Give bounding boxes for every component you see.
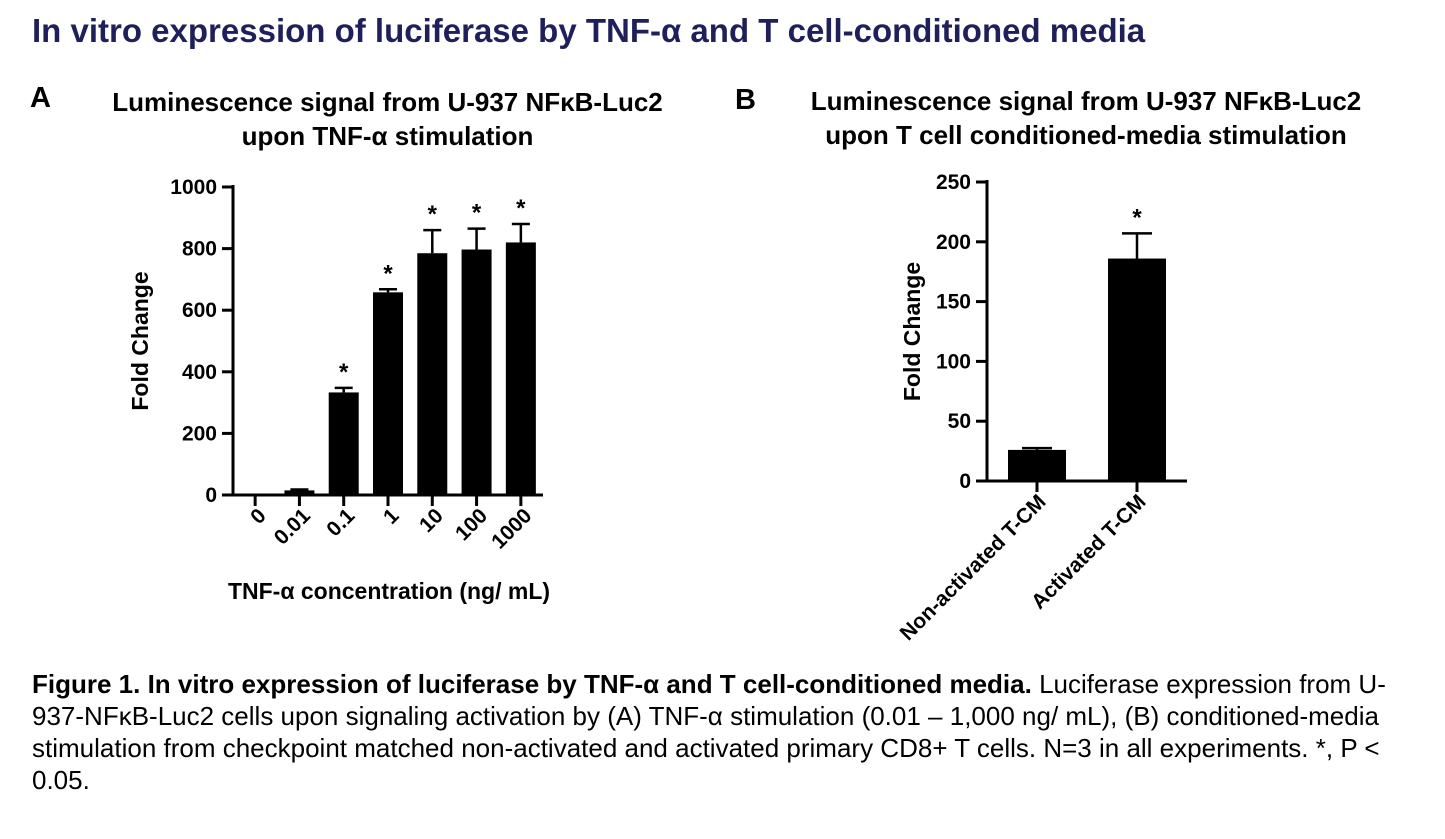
y-tick-label: 150 bbox=[936, 291, 971, 314]
y-tick-label: 250 bbox=[936, 171, 971, 194]
y-tick-label: 50 bbox=[948, 410, 971, 433]
caption-body: Luciferase expression from U-937-NFκB-Lu… bbox=[32, 669, 1386, 795]
panel-a-title-line1: Luminescence signal from U-937 NFκB-Luc2 bbox=[112, 87, 663, 117]
bar bbox=[461, 249, 492, 495]
bar bbox=[284, 490, 315, 495]
panel-a-title-line2: upon TNF-α stimulation bbox=[241, 121, 534, 151]
y-tick-label: 600 bbox=[182, 299, 217, 322]
figure-caption: Figure 1. In vitro expression of lucifer… bbox=[32, 668, 1422, 796]
panel-letter-b: B bbox=[735, 84, 756, 116]
y-tick-label: 200 bbox=[936, 231, 971, 254]
y-axis-label: Fold Change bbox=[127, 271, 153, 410]
bar bbox=[505, 242, 536, 495]
panel-a-title: Luminescence signal from U-937 NFκB-Luc2… bbox=[70, 85, 705, 153]
bar bbox=[328, 392, 359, 495]
significance-marker: * bbox=[472, 200, 482, 227]
y-tick-label: 0 bbox=[959, 470, 971, 493]
y-axis-label: Fold Change bbox=[899, 262, 925, 401]
x-axis-label: TNF-α concentration (ng/ mL) bbox=[228, 578, 550, 604]
x-tick-label: Non-activated T-CM bbox=[896, 490, 1051, 645]
panel-letter-a: A bbox=[30, 82, 51, 114]
significance-marker: * bbox=[383, 260, 393, 287]
bar bbox=[417, 253, 448, 495]
significance-marker: * bbox=[428, 201, 438, 228]
bar bbox=[373, 292, 403, 495]
page-title: In vitro expression of luciferase by TNF… bbox=[32, 12, 1146, 49]
significance-marker: * bbox=[1132, 204, 1142, 231]
bar bbox=[1108, 258, 1166, 481]
y-tick-label: 1000 bbox=[170, 176, 217, 199]
y-tick-label: 200 bbox=[182, 422, 217, 445]
panel-b-title-line1: Luminescence signal from U-937 NFκB-Luc2 bbox=[810, 86, 1362, 116]
y-tick-label: 100 bbox=[936, 350, 971, 373]
panel-b-title-line2: upon T cell conditioned-media stimulatio… bbox=[825, 120, 1347, 150]
significance-marker: * bbox=[516, 195, 526, 222]
significance-marker: * bbox=[339, 359, 349, 386]
y-tick-label: 0 bbox=[205, 484, 217, 507]
bar bbox=[1008, 449, 1066, 481]
caption-lead: Figure 1. In vitro expression of lucifer… bbox=[32, 669, 1032, 699]
panel-b-title: Luminescence signal from U-937 NFκB-Luc2… bbox=[778, 84, 1394, 152]
y-tick-label: 400 bbox=[182, 361, 217, 384]
y-tick-label: 800 bbox=[182, 238, 217, 261]
